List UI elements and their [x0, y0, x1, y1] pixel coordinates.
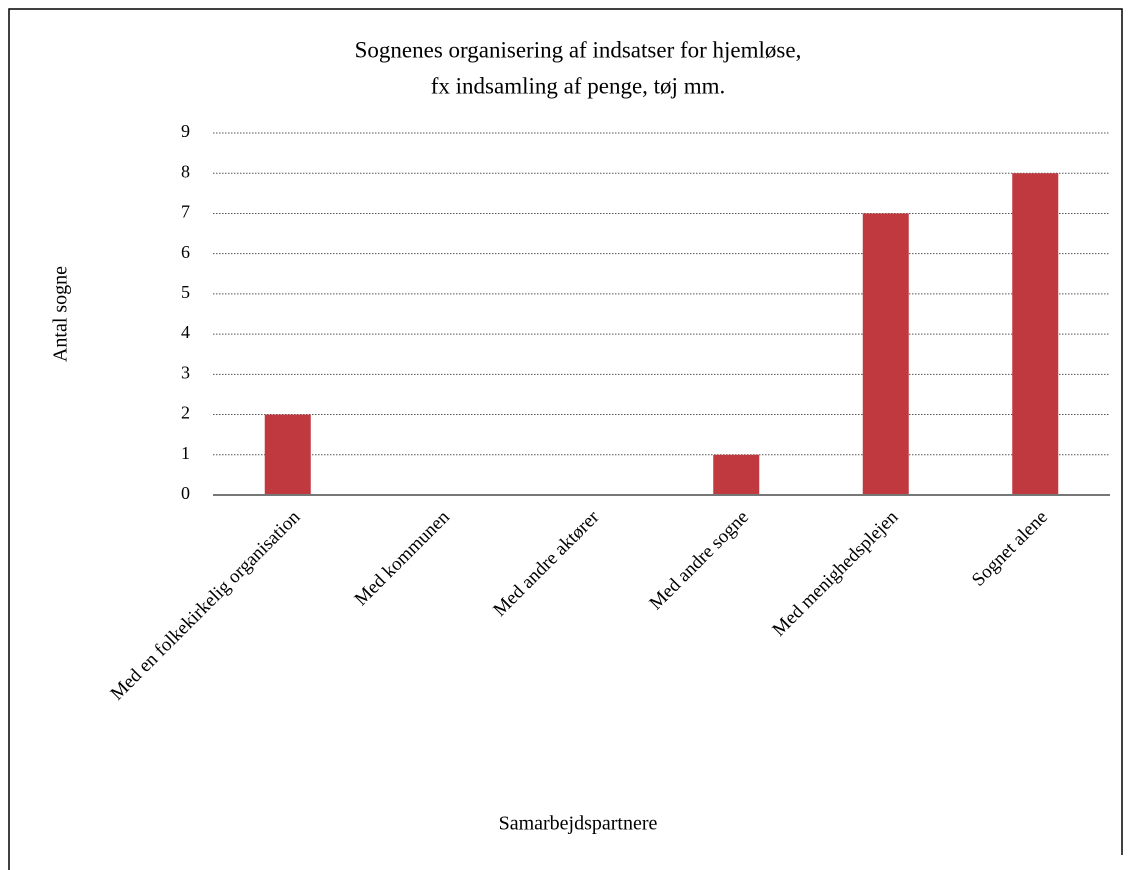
x-tick-label: Med andre aktører — [489, 506, 604, 621]
bar — [1012, 173, 1059, 495]
y-tick-label: 6 — [181, 242, 190, 262]
x-tick-label: Med kommunen — [351, 506, 455, 610]
bar — [713, 454, 760, 495]
chart-title: Sognenes organisering af indsatser for h… — [355, 37, 802, 62]
y-tick-label: 1 — [181, 443, 190, 463]
x-tick-label: Med en folkekirkelig organisation — [107, 506, 305, 704]
chart-title: fx indsamling af penge, tøj mm. — [431, 73, 725, 98]
y-tick-label: 8 — [181, 161, 190, 181]
x-tick-label: Med menighedsplejen — [768, 506, 902, 640]
y-tick-label: 0 — [181, 483, 190, 503]
y-tick-label: 5 — [181, 282, 190, 302]
x-tick-label: Med andre sogne — [645, 507, 752, 614]
y-axis-title: Antal sogne — [50, 266, 72, 362]
y-tick-label: 4 — [181, 322, 190, 342]
y-tick-label: 7 — [181, 202, 190, 222]
bar — [862, 213, 909, 495]
x-tick-label: Sognet alene — [968, 507, 1052, 591]
y-tick-label: 2 — [181, 403, 190, 423]
x-axis-title: Samarbejdspartnere — [499, 813, 658, 835]
y-tick-label: 9 — [181, 121, 190, 141]
chart-border — [8, 8, 1123, 870]
bar — [264, 414, 311, 495]
y-tick-label: 3 — [181, 362, 190, 382]
